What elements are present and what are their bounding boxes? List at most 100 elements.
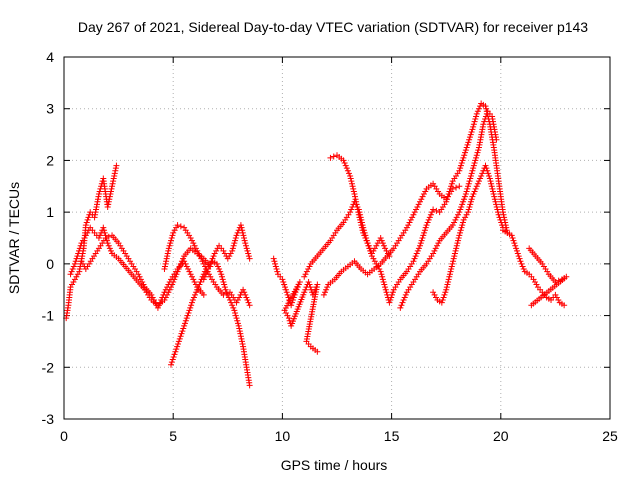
x-axis-label: GPS time / hours <box>281 457 388 473</box>
data-point <box>474 108 481 115</box>
data-point <box>480 121 487 128</box>
data-point <box>348 180 355 187</box>
data-point <box>469 193 476 200</box>
data-point <box>67 271 74 278</box>
data-point <box>488 183 495 190</box>
data-point <box>139 278 146 285</box>
data-point <box>187 235 194 241</box>
data-point <box>281 307 288 314</box>
data-point <box>192 245 199 252</box>
data-point <box>423 222 430 229</box>
data-point <box>482 116 489 123</box>
data-point <box>468 128 475 135</box>
data-point <box>482 162 489 169</box>
data-point <box>555 297 562 304</box>
data-point <box>223 289 230 296</box>
data-point <box>461 193 468 200</box>
data-point <box>406 219 413 226</box>
data-point <box>389 289 396 296</box>
data-point <box>95 235 102 241</box>
data-point <box>362 235 369 241</box>
data-point <box>471 160 478 167</box>
data-point <box>482 103 489 110</box>
data-point <box>370 255 377 262</box>
data-point <box>172 348 179 355</box>
data-point <box>467 131 474 138</box>
data-point <box>241 289 248 296</box>
data-point <box>221 284 228 291</box>
data-point <box>181 322 188 329</box>
data-point <box>453 242 460 249</box>
data-point <box>398 302 405 309</box>
data-point <box>188 302 195 309</box>
data-point <box>472 157 479 164</box>
data-point <box>229 245 236 252</box>
data-point <box>213 260 220 267</box>
series-p143-m <box>499 227 570 309</box>
data-point <box>216 266 223 273</box>
data-point <box>169 232 176 239</box>
data-point <box>238 338 245 345</box>
data-point <box>355 211 362 218</box>
data-point <box>443 284 450 291</box>
data-point <box>491 193 498 200</box>
data-point <box>400 297 407 304</box>
data-point <box>447 185 454 192</box>
data-point <box>431 247 438 254</box>
data-point <box>188 273 195 280</box>
data-point <box>411 255 418 262</box>
data-point <box>82 222 89 229</box>
data-point <box>379 276 386 283</box>
x-tick-label: 15 <box>384 428 400 444</box>
data-point <box>195 250 202 257</box>
data-point <box>378 271 385 278</box>
data-point <box>553 294 560 301</box>
data-point <box>179 328 186 335</box>
data-point <box>164 250 171 257</box>
data-point <box>374 240 381 247</box>
data-point <box>140 281 147 288</box>
data-point <box>150 297 157 304</box>
data-point <box>229 247 236 254</box>
y-tick-label: 2 <box>46 152 54 168</box>
data-point <box>232 237 239 244</box>
data-point <box>241 235 248 241</box>
data-point <box>419 235 426 241</box>
data-point <box>348 178 355 185</box>
data-point <box>466 136 473 143</box>
y-tick-label: 4 <box>46 49 54 65</box>
series-p143-j <box>327 100 511 306</box>
data-point <box>189 297 196 304</box>
data-point <box>284 312 291 319</box>
y-tick-label: -2 <box>42 359 55 375</box>
data-point <box>154 304 161 311</box>
data-point <box>427 211 434 218</box>
data-point <box>243 294 250 301</box>
data-point <box>451 250 458 257</box>
data-point <box>105 201 112 208</box>
data-point <box>159 294 166 301</box>
data-point <box>470 121 477 128</box>
data-point <box>184 312 191 319</box>
data-point <box>183 315 190 322</box>
data-point <box>463 144 470 151</box>
data-point <box>456 183 463 190</box>
data-point <box>163 258 170 265</box>
data-point <box>417 240 424 247</box>
data-point <box>238 224 245 231</box>
data-point <box>414 247 421 254</box>
data-point <box>381 281 388 288</box>
data-point <box>232 235 239 241</box>
x-tick-label: 25 <box>602 428 618 444</box>
data-point <box>490 191 497 198</box>
data-point <box>354 203 361 210</box>
series-p143-a <box>63 162 120 322</box>
data-point <box>487 178 494 185</box>
data-point <box>283 289 290 296</box>
data-point <box>421 229 428 236</box>
data-point <box>509 235 516 241</box>
y-tick-label: 0 <box>46 256 54 272</box>
data-point <box>416 198 423 205</box>
data-point <box>232 309 239 316</box>
series-p143-b <box>67 224 214 309</box>
